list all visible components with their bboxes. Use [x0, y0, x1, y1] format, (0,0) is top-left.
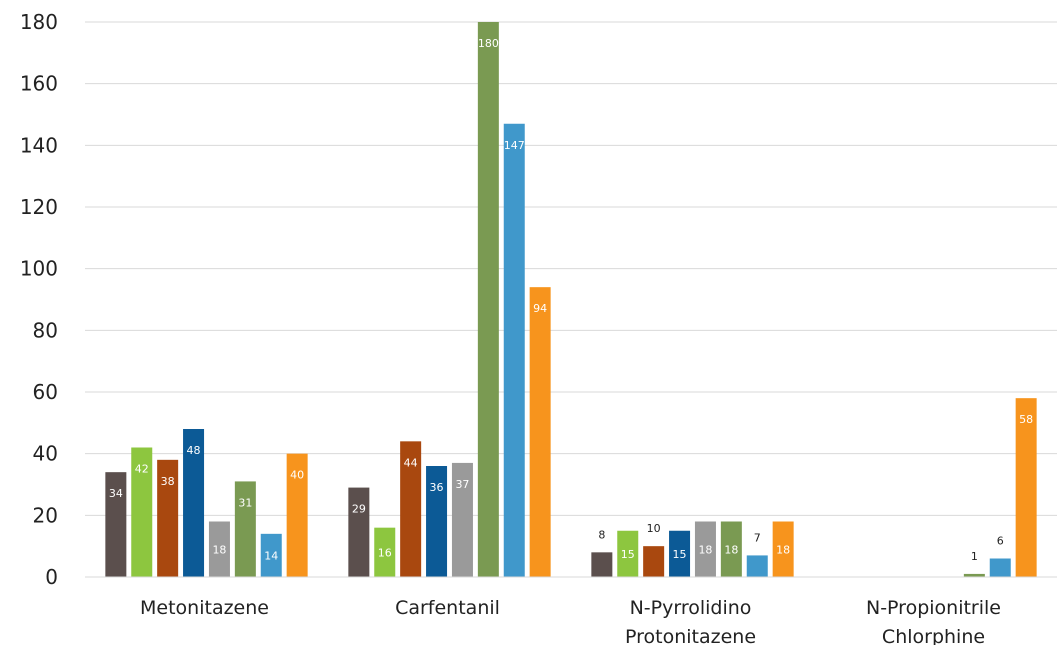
category-label: Metonitazene	[140, 597, 269, 619]
bar	[529, 287, 551, 577]
category-label: Chlorphine	[882, 626, 985, 645]
category-label: N-Pyrrolidino	[630, 597, 752, 619]
bar	[260, 533, 282, 577]
bar	[669, 530, 691, 577]
data-label: 42	[135, 463, 149, 476]
data-label: 37	[455, 478, 469, 491]
bar	[643, 546, 665, 577]
data-label: 40	[290, 469, 304, 482]
data-label: 10	[647, 522, 661, 535]
bar	[374, 527, 396, 577]
data-label: 58	[1019, 413, 1033, 426]
data-label: 8	[598, 528, 605, 541]
bar	[208, 521, 230, 577]
data-label: 36	[430, 481, 444, 494]
data-label: 15	[621, 548, 635, 561]
y-tick-label: 80	[33, 318, 58, 342]
bar	[451, 462, 473, 577]
data-label: 18	[776, 543, 790, 556]
data-label: 18	[698, 543, 712, 556]
data-label: 44	[404, 456, 418, 469]
bar	[183, 429, 205, 577]
bar	[234, 481, 256, 577]
y-tick-label: 160	[20, 72, 58, 96]
bar	[963, 573, 985, 577]
bar	[286, 453, 308, 577]
gridlines	[85, 21, 1057, 516]
data-label: 18	[212, 543, 226, 556]
y-tick-label: 120	[20, 195, 58, 219]
category-label: Carfentanil	[395, 597, 500, 619]
data-label: 34	[109, 487, 123, 500]
bar	[591, 552, 613, 577]
y-tick-label: 140	[20, 133, 58, 157]
y-tick-label: 180	[20, 10, 58, 34]
bar	[989, 558, 1011, 577]
bar	[720, 521, 742, 577]
bar	[746, 555, 768, 577]
data-label: 29	[352, 503, 366, 516]
category-labels: Metonitazene Carfentanil N-Pyrrolidino Prot…	[140, 597, 1001, 645]
bars	[105, 22, 1037, 577]
bar	[694, 521, 716, 577]
data-label: 6	[997, 535, 1004, 548]
data-label: 18	[724, 543, 738, 556]
data-label: 7	[754, 531, 761, 544]
data-label: 1	[971, 550, 978, 563]
bar	[617, 530, 639, 577]
data-label: 147	[504, 139, 525, 152]
bar	[503, 123, 525, 577]
data-label: 38	[161, 475, 175, 488]
bar	[131, 447, 153, 577]
data-label: 48	[187, 444, 201, 457]
y-tick-label: 40	[33, 442, 58, 466]
bar	[772, 521, 794, 577]
category-label: N-Propionitrile	[866, 597, 1001, 619]
bar	[348, 487, 370, 577]
y-tick-label: 0	[45, 565, 58, 589]
y-tick-label: 60	[33, 380, 58, 404]
bar	[400, 441, 422, 577]
y-tick-label: 100	[20, 257, 58, 281]
data-label: 180	[478, 37, 499, 50]
data-label: 14	[264, 549, 278, 562]
bar	[477, 22, 499, 577]
data-label: 94	[533, 302, 547, 315]
y-axis-tick-labels: 0 20 40 60 80 100 120 140 160 180	[20, 10, 58, 589]
bar	[426, 466, 448, 577]
bar	[157, 459, 179, 577]
data-label: 16	[378, 546, 392, 559]
category-label: Protonitazene	[625, 626, 756, 645]
y-tick-label: 20	[33, 503, 58, 527]
bar	[105, 472, 127, 577]
bar	[1015, 398, 1037, 577]
data-label: 15	[673, 548, 687, 561]
data-label: 31	[238, 496, 252, 509]
